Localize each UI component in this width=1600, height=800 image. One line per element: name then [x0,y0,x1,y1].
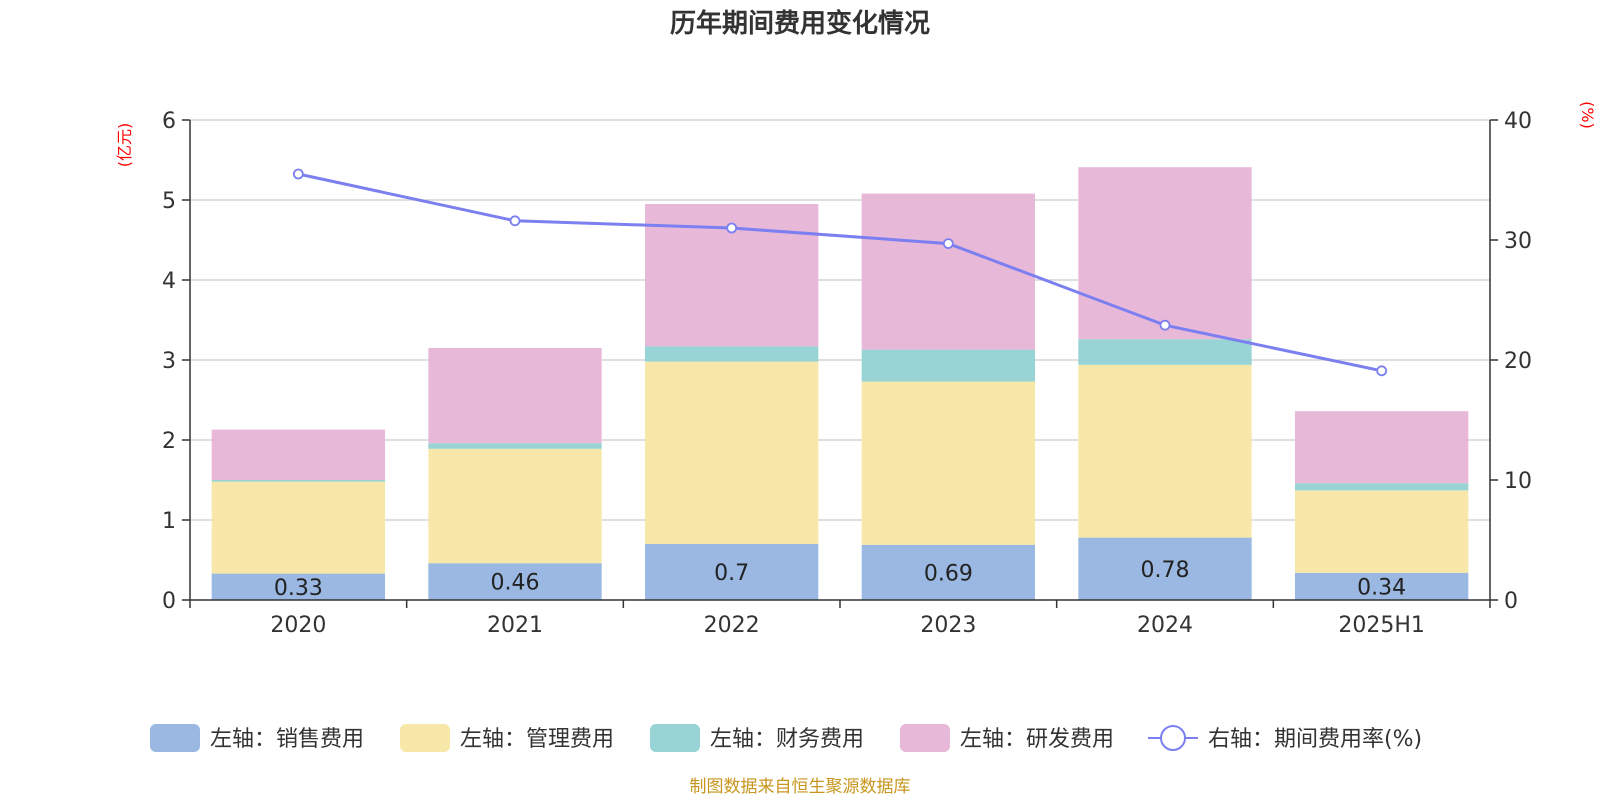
y-right-unit: (%) [1578,101,1597,129]
grid-lines [190,119,1490,521]
y-right-tick-label: 30 [1504,229,1532,254]
bar-segment [1295,490,1469,573]
data-label: 0.34 [1357,575,1406,600]
legend-swatch [900,724,950,752]
data-label: 0.33 [274,576,323,601]
rate-point [1159,319,1171,331]
data-label: 0.69 [924,561,973,586]
rate-point [726,222,738,234]
bar-segment [1295,483,1469,491]
bar-segment [428,348,602,444]
x-tick-label: 2020 [270,613,326,638]
y-right-tick-label: 10 [1504,469,1532,494]
data-label: 0.46 [491,571,540,596]
x-tick-label: 2024 [1137,613,1193,638]
legend-label: 右轴：期间费用率(%) [1208,727,1422,752]
y-left-tick-label: 5 [162,189,176,214]
bar-segment [211,480,385,482]
bar-segment [645,361,819,544]
bar-segment [1078,167,1252,340]
source-note: 制图数据来自恒生聚源数据库 [690,777,911,797]
bar-segment [1078,364,1252,538]
bar-segment [211,429,385,480]
bar-segment [861,193,1035,350]
rate-point [292,168,304,180]
bar-segment [428,448,602,564]
bar-segment [211,481,385,574]
rate-point [509,215,521,227]
bar-segment [861,381,1035,545]
data-label: 0.78 [1141,558,1190,583]
legend-swatch [400,724,450,752]
x-tick-label: 2021 [487,613,543,638]
y-right-tick-label: 0 [1504,589,1518,614]
bar-segment [861,349,1035,382]
y-left-tick-label: 3 [162,349,176,374]
chart-title: 历年期间费用变化情况 [670,8,930,39]
x-tick-label: 2025H1 [1338,613,1425,638]
bar-segment [1295,411,1469,484]
bar-segment [428,563,602,600]
legend-label: 左轴：管理费用 [460,727,614,752]
y-right-tick-label: 40 [1504,109,1532,134]
legend-swatch [150,724,200,752]
legend: 左轴：销售费用 左轴：管理费用 左轴：财务费用 左轴：研发费用 右轴：期间费用率(%) [150,724,1422,752]
y-left-tick-label: 0 [162,589,176,614]
legend-marker [1160,725,1186,751]
data-labels: 0.33 0.46 0.7 0.69 0.78 0.34 [274,558,1406,601]
legend-label: 左轴：研发费用 [960,727,1114,752]
bar-segment [861,544,1035,600]
bar-segment [1078,537,1252,600]
x-tick-label: 2022 [704,613,760,638]
rate-point [1376,365,1388,377]
y-left-tick-label: 4 [162,269,176,294]
bar-segment [645,346,819,362]
rate-point [942,238,954,250]
y-left-tick-label: 2 [162,429,176,454]
y-left-unit: (亿元) [115,123,134,168]
axes: 0 1 2 3 4 5 6 0 10 20 30 40 2020 2021 2022 2023 2024 2025… [162,109,1532,638]
rate-line [292,168,1388,377]
bar-segment [1295,572,1469,600]
bar-segment [428,443,602,449]
bar-segment [1078,339,1252,365]
x-tick-label: 2023 [920,613,976,638]
data-label: 0.7 [714,561,749,586]
rate-line-path [298,172,1382,373]
legend-swatch [650,724,700,752]
y-left-tick-label: 1 [162,509,176,534]
legend-label: 左轴：销售费用 [210,727,364,752]
y-right-tick-label: 20 [1504,349,1532,374]
bar-segment [211,573,385,600]
legend-label: 左轴：财务费用 [710,727,864,752]
bar-segment [645,544,819,600]
bars [211,167,1469,600]
y-left-tick-label: 6 [162,109,176,134]
